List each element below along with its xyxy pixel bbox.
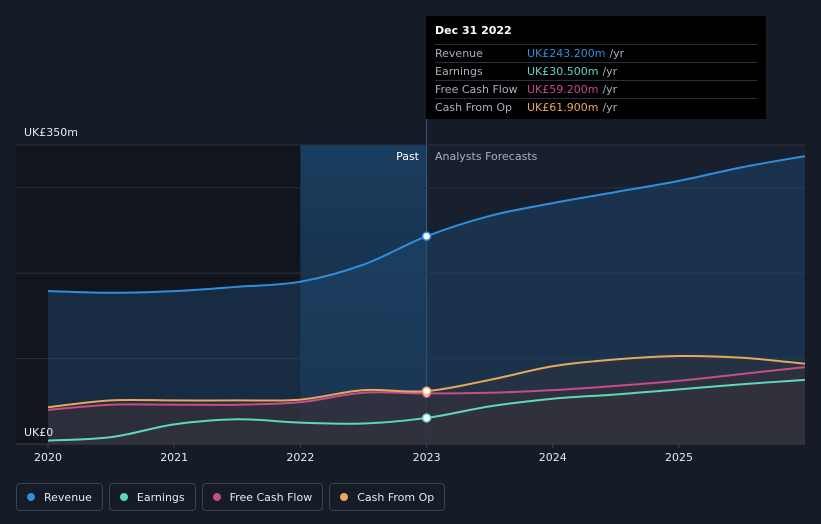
y-axis-top-label: UK£350m xyxy=(24,126,78,139)
tooltip: Dec 31 2022 Revenue UK£243.200m /yr Earn… xyxy=(426,16,766,119)
tooltip-series-name: Cash From Op xyxy=(435,101,513,114)
tooltip-row-earnings: Earnings UK£30.500m /yr xyxy=(435,62,757,80)
tooltip-series-value: UK£243.200m xyxy=(527,47,606,60)
tooltip-series-name: Free Cash Flow xyxy=(435,83,518,96)
x-tick-label: 2024 xyxy=(539,451,567,464)
data-point-revenue xyxy=(421,231,432,241)
legend: Revenue Earnings Free Cash Flow Cash Fro… xyxy=(16,483,446,511)
series-area-earnings xyxy=(48,379,805,444)
data-point-cash-from-op xyxy=(421,386,432,396)
forecast-label: Analysts Forecasts xyxy=(435,150,538,163)
series-area-cash-from-op xyxy=(48,355,805,444)
tooltip-row-cash-from-op: Cash From Op UK£61.900m /yr xyxy=(435,98,757,116)
x-tick-label: 2021 xyxy=(160,451,188,464)
legend-item-revenue[interactable]: Revenue xyxy=(16,483,103,511)
tooltip-series-value: UK£59.200m xyxy=(527,83,599,96)
legend-item-earnings[interactable]: Earnings xyxy=(108,483,196,511)
legend-dot-icon xyxy=(340,493,349,501)
past-label: Past xyxy=(396,150,420,163)
tooltip-unit: /yr xyxy=(609,47,625,60)
past-region-background xyxy=(16,145,301,444)
x-tick-label: 2023 xyxy=(413,451,441,464)
tooltip-unit: /yr xyxy=(602,65,618,78)
tooltip-series-name: Revenue xyxy=(435,47,483,60)
legend-dot-icon xyxy=(119,493,128,501)
x-tick-label: 2020 xyxy=(34,451,62,464)
legend-label: Cash From Op xyxy=(357,490,435,504)
legend-item-cash-from-op[interactable]: Cash From Op xyxy=(329,483,446,511)
past-highlight-region xyxy=(300,145,427,444)
tooltip-row-revenue: Revenue UK£243.200m /yr xyxy=(435,44,757,62)
legend-dot-icon xyxy=(212,493,221,501)
tooltip-series-name: Earnings xyxy=(435,65,483,78)
tooltip-date: Dec 31 2022 xyxy=(435,24,512,37)
legend-label: Free Cash Flow xyxy=(229,490,313,504)
x-tick-label: 2025 xyxy=(665,451,693,464)
legend-dot-icon xyxy=(27,493,35,501)
legend-item-free-cash-flow[interactable]: Free Cash Flow xyxy=(201,483,324,511)
legend-label: Revenue xyxy=(44,490,92,504)
tooltip-series-value: UK£30.500m xyxy=(527,65,599,78)
y-axis-bottom-label: UK£0 xyxy=(24,426,53,439)
data-point-earnings xyxy=(421,413,432,423)
tooltip-series-value: UK£61.900m xyxy=(527,101,599,114)
tooltip-unit: /yr xyxy=(602,83,618,96)
tooltip-row-free-cash-flow: Free Cash Flow UK£59.200m /yr xyxy=(435,80,757,98)
tooltip-unit: /yr xyxy=(602,101,618,114)
legend-label: Earnings xyxy=(136,490,185,504)
x-tick-label: 2022 xyxy=(286,451,314,464)
series-area-revenue xyxy=(48,156,805,444)
